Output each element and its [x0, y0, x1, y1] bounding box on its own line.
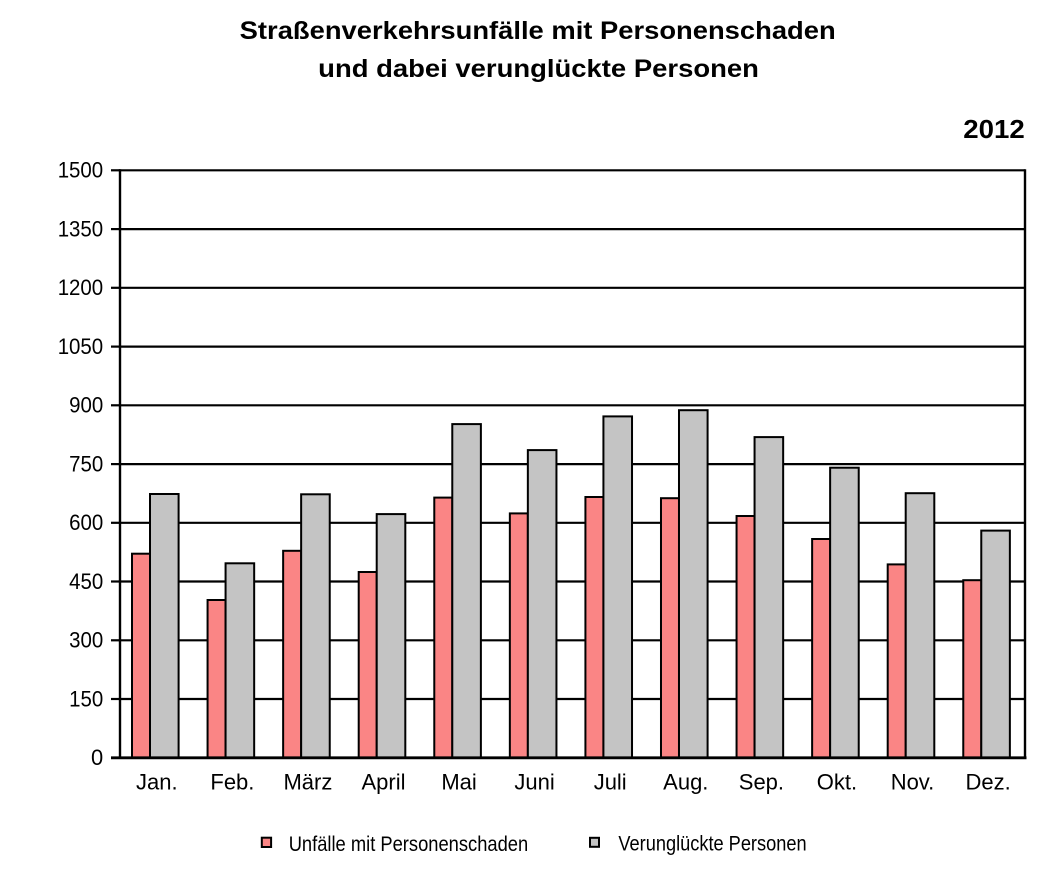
svg-text:Feb.: Feb.: [210, 770, 254, 795]
svg-text:0: 0: [91, 745, 103, 770]
svg-text:Juli: Juli: [594, 770, 627, 795]
svg-text:600: 600: [69, 510, 103, 535]
svg-text:Sep.: Sep.: [739, 770, 784, 795]
svg-text:300: 300: [69, 628, 103, 653]
svg-text:1500: 1500: [58, 158, 104, 183]
svg-text:Verunglückte Personen: Verunglückte Personen: [618, 833, 806, 856]
svg-text:2012: 2012: [963, 114, 1025, 144]
svg-text:Aug.: Aug.: [663, 770, 708, 795]
svg-text:Unfälle mit Personenschaden: Unfälle mit Personenschaden: [289, 833, 529, 856]
svg-text:Nov.: Nov.: [891, 770, 935, 795]
svg-text:450: 450: [69, 569, 103, 594]
svg-text:Dez.: Dez.: [965, 770, 1010, 795]
svg-text:150: 150: [69, 686, 103, 711]
svg-text:1350: 1350: [58, 216, 104, 241]
svg-text:März: März: [283, 770, 332, 795]
svg-text:April: April: [361, 770, 405, 795]
svg-text:Juni: Juni: [514, 770, 554, 795]
svg-text:Okt.: Okt.: [817, 770, 857, 795]
svg-text:und dabei verunglückte Persone: und dabei verunglückte Personen: [318, 55, 759, 83]
svg-text:Straßenverkehrsunfälle mit Per: Straßenverkehrsunfälle mit Personenschad…: [240, 17, 836, 45]
svg-text:900: 900: [69, 393, 103, 418]
svg-text:Jan.: Jan.: [136, 770, 178, 795]
svg-text:1050: 1050: [58, 334, 104, 359]
svg-text:1200: 1200: [58, 275, 104, 300]
svg-text:750: 750: [69, 451, 103, 476]
svg-text:Mai: Mai: [441, 770, 476, 795]
